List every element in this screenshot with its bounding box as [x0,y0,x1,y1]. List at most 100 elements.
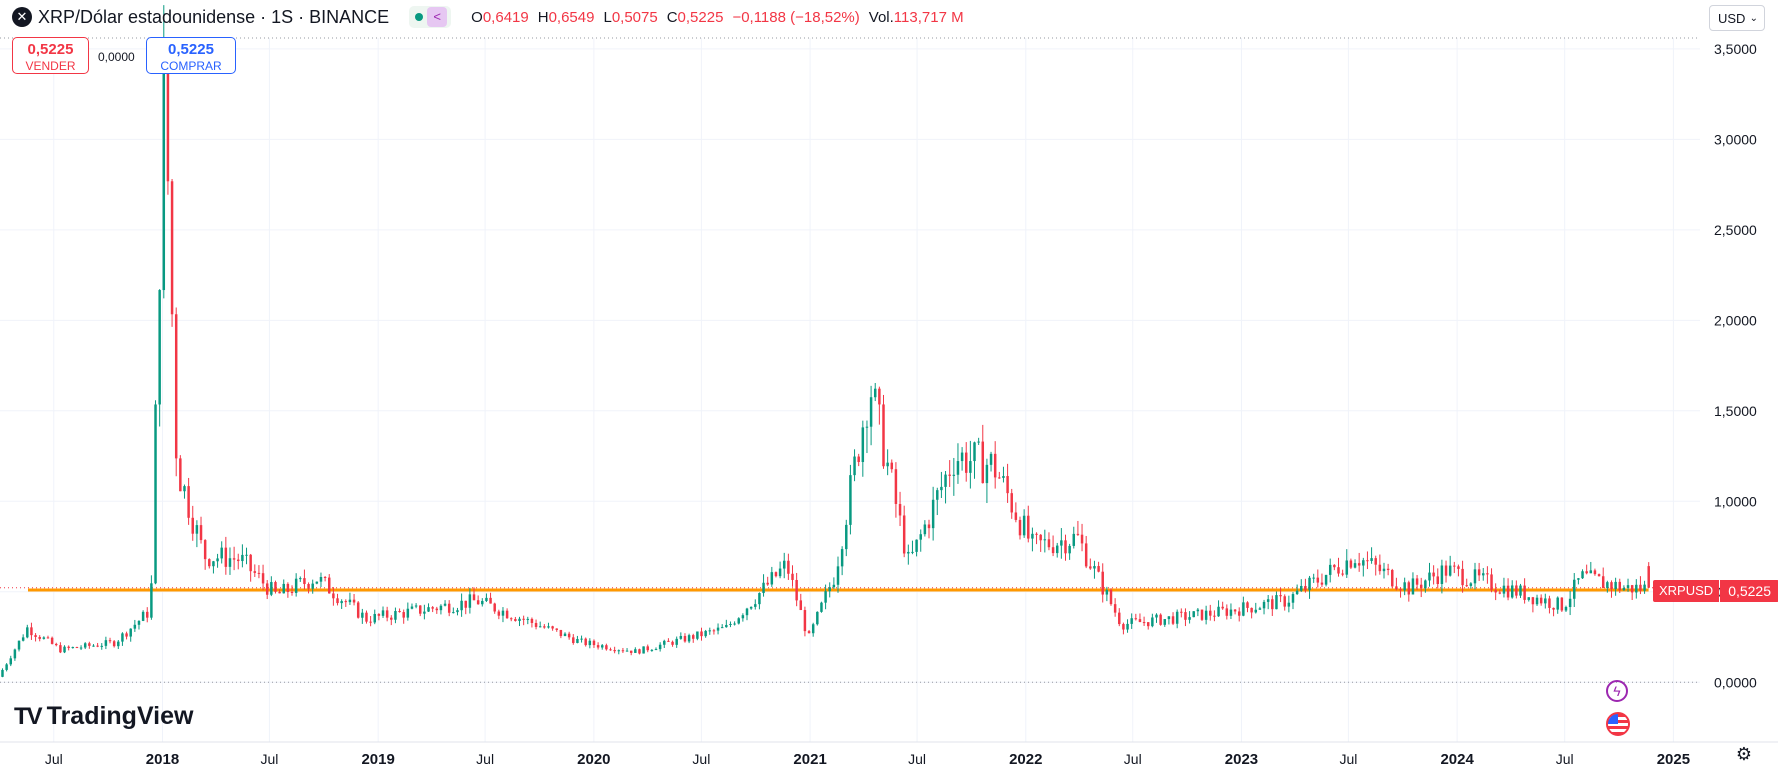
candle-body [290,591,294,593]
candle-body [1440,565,1444,585]
candle-body [1647,566,1650,588]
candle-body [1184,612,1187,620]
time-axis[interactable]: Jul 2018 Jul 2019 Jul 2020 Jul 2021 Jul 2022 Jul 20… [45,751,1690,768]
candle-body [1378,564,1382,572]
x-tick-label: Jul [692,751,710,767]
candle-body [1283,596,1286,607]
candle-body [71,647,75,649]
candle-body [1055,545,1059,554]
candle-body [1601,576,1605,588]
candle-body [1242,602,1245,616]
symbol-title[interactable]: XRP/Dólar estadounidense · 1S · BINANCE [38,6,390,27]
market-status-pill[interactable]: < [409,6,452,28]
candle-body [203,540,207,560]
candle-body [605,645,608,650]
candle-body [1051,547,1055,554]
candle-body [700,631,703,637]
candle-body [1320,582,1324,585]
candle-body [1544,598,1547,604]
candle-body [464,600,467,608]
candle-body [1328,564,1332,575]
candle-body [472,594,476,601]
candle-body [1233,609,1237,612]
candle-body [1275,595,1278,610]
candle-body [861,427,865,463]
candle-body [898,503,902,516]
x-tick-label: 2025 [1657,751,1690,768]
candle-body [1018,519,1022,536]
candle-body [534,622,538,627]
candle-body [245,554,248,556]
candle-body [774,572,778,577]
tradingview-logo[interactable]: TV TradingView [14,702,193,731]
gear-icon[interactable]: ⚙ [1735,744,1753,764]
candle-body [344,601,348,603]
candle-body [1163,619,1167,625]
candle-body [915,539,918,552]
candle-body [377,613,381,616]
candle-body [1473,569,1477,584]
candle-body [555,628,558,630]
price-axis[interactable]: 0,00000,50001,00001,50002,00002,50003,00… [1714,41,1757,690]
candle-body [1515,585,1518,596]
lightning-icon[interactable]: ϟ [1606,680,1628,702]
candle-body [1519,585,1522,596]
currency-select[interactable]: USD ⌄ [1709,5,1765,31]
share-icon[interactable]: < [427,7,448,27]
candle-body [1506,585,1510,598]
candle-body [1548,598,1551,608]
last-price-tag[interactable]: XRPUSD 0,5225 [1653,580,1778,602]
y-tick-label: 1,0000 [1714,493,1757,509]
candle-body [816,611,819,625]
candle-body [129,628,132,637]
candle-body [1254,609,1258,613]
candle-body [183,486,186,492]
buy-button[interactable]: 0,5225 COMPRAR [146,37,236,74]
candle-body [1035,533,1038,535]
candle-body [1229,609,1233,616]
market-open-dot-icon [415,13,424,21]
x-tick-label: 2023 [1225,751,1258,768]
candle-body [1316,577,1320,583]
candle-body [1622,587,1626,591]
x-tick-label: 2020 [577,751,610,768]
candle-body [683,636,687,642]
candle-body [1022,515,1026,536]
candle-body [1444,565,1448,576]
candle-body [220,547,223,559]
candle-body [1635,584,1638,593]
candle-body [447,603,451,613]
candle-body [1167,616,1171,620]
y-tick-label: 1,5000 [1714,403,1757,419]
candle-body [303,578,306,585]
candle-body [927,524,931,529]
candle-body [737,618,740,624]
candle-body [1076,533,1080,535]
us-flag-icon[interactable] [1606,712,1630,736]
candle-body [237,559,240,562]
x-tick-label: 2018 [146,751,179,768]
candle-body [1225,608,1229,616]
candle-body [911,551,914,553]
candle-body [311,583,314,589]
candle-body [59,645,62,653]
candle-body [1279,595,1282,597]
candle-body [638,649,641,654]
candle-body [704,630,707,637]
sell-button[interactable]: 0,5225 VENDER [12,37,89,74]
x-tick-label: 2019 [361,751,394,768]
candle-body [1109,590,1113,605]
candle-body [749,606,753,609]
candle-body [865,426,869,428]
candle-body [584,638,587,646]
sell-price: 0,5225 [27,41,74,58]
candle-body [1535,597,1539,605]
candle-body [328,577,331,594]
candle-body [691,635,695,639]
candle-body [1614,581,1617,590]
candle-body [1498,592,1502,594]
candle-body [1060,540,1063,546]
candle-body [1486,573,1489,575]
candle-body [712,630,716,632]
